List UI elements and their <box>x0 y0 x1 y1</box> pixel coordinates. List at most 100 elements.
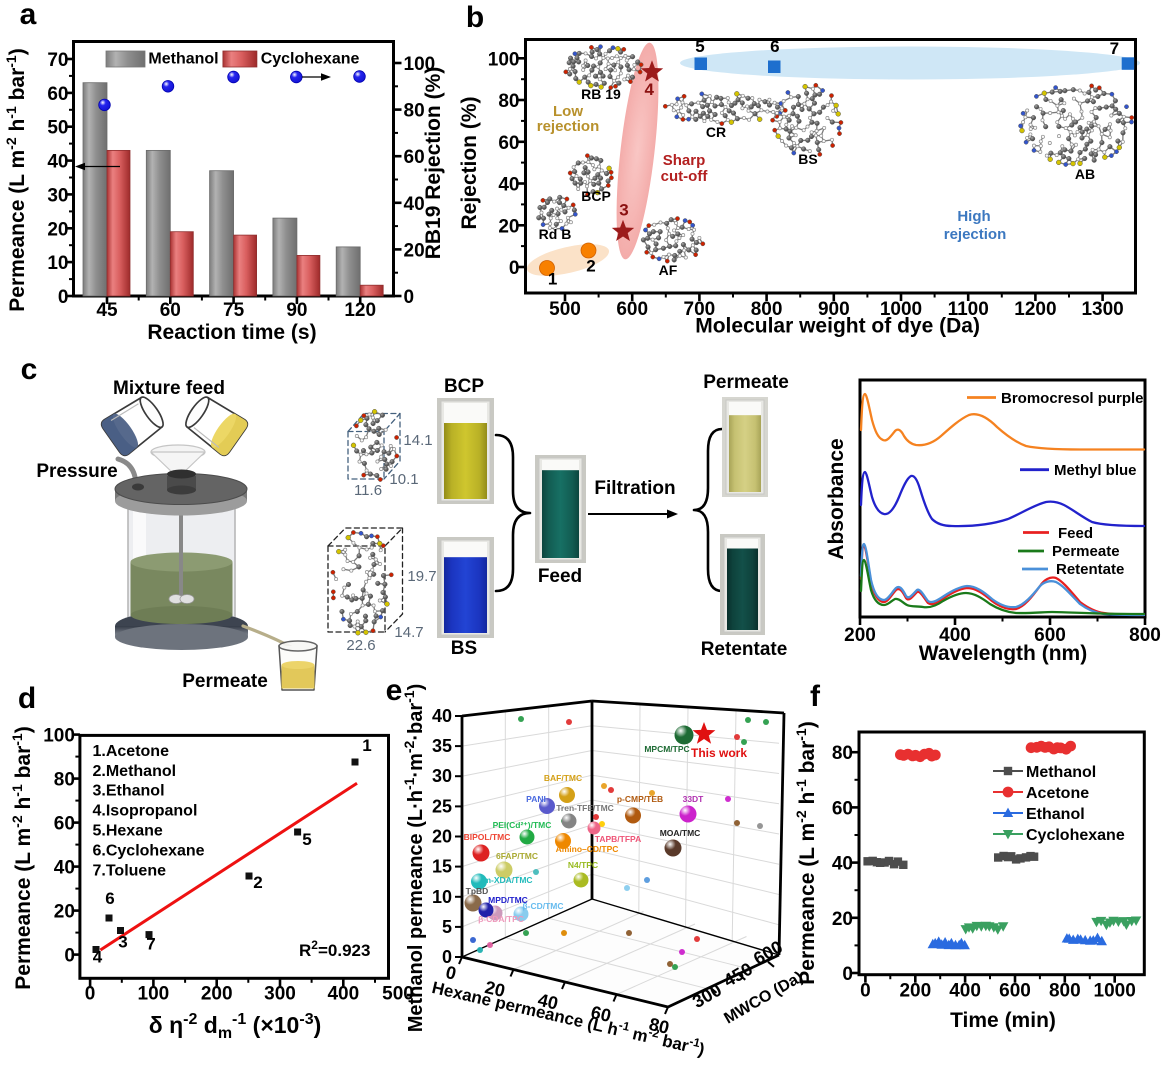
svg-text:75: 75 <box>223 300 245 321</box>
svg-text:2.Methanol: 2.Methanol <box>93 763 177 780</box>
svg-text:4.Isopropanol: 4.Isopropanol <box>93 803 198 820</box>
svg-text:700: 700 <box>684 299 716 320</box>
svg-text:Bromocresol purple: Bromocresol purple <box>1001 390 1144 407</box>
svg-text:BCP: BCP <box>581 188 611 204</box>
svg-text:20: 20 <box>54 902 75 923</box>
svg-text:60: 60 <box>160 300 181 321</box>
svg-text:Cyclohexane: Cyclohexane <box>261 51 360 68</box>
svg-text:3: 3 <box>118 933 127 952</box>
svg-text:Feed: Feed <box>1058 525 1093 542</box>
svg-text:20: 20 <box>498 216 519 237</box>
svg-text:90: 90 <box>286 300 307 321</box>
svg-text:300: 300 <box>264 983 296 1004</box>
svg-text:14.1: 14.1 <box>403 432 432 449</box>
svg-text:RB 19: RB 19 <box>581 86 621 102</box>
svg-text:Mixture feed: Mixture feed <box>113 378 225 399</box>
svg-text:4: 4 <box>644 80 654 99</box>
svg-text:60: 60 <box>832 798 853 819</box>
svg-text:BCP: BCP <box>444 376 484 397</box>
svg-text:500: 500 <box>549 299 581 320</box>
svg-text:Permeance (L m-2 h-1 bar-1): Permeance (L m-2 h-1 bar-1) <box>793 721 819 984</box>
svg-text:Time (min): Time (min) <box>950 1009 1056 1032</box>
svg-text:0: 0 <box>58 287 69 308</box>
svg-text:60: 60 <box>589 1002 613 1026</box>
svg-text:10.1: 10.1 <box>389 471 418 488</box>
svg-text:AB: AB <box>1075 166 1095 182</box>
svg-text:10: 10 <box>47 253 68 274</box>
svg-text:0: 0 <box>85 983 96 1004</box>
svg-text:PANI: PANI <box>526 794 546 804</box>
svg-text:BAF/TMC: BAF/TMC <box>544 773 582 783</box>
svg-text:N4/TPC: N4/TPC <box>568 860 598 870</box>
svg-text:1000: 1000 <box>1094 981 1136 1002</box>
svg-text:Acetone: Acetone <box>1026 785 1089 802</box>
svg-text:70: 70 <box>47 50 68 71</box>
svg-text:10: 10 <box>432 887 452 907</box>
svg-text:p-CMP/TEB: p-CMP/TEB <box>617 794 663 804</box>
svg-text:Methyl blue: Methyl blue <box>1054 462 1137 479</box>
svg-text:80: 80 <box>404 101 425 122</box>
svg-text:40: 40 <box>404 194 425 215</box>
svg-text:5: 5 <box>695 37 704 56</box>
svg-text:22.6: 22.6 <box>346 637 375 654</box>
svg-text:Wavelength (nm): Wavelength (nm) <box>919 642 1087 665</box>
svg-text:Absorbance: Absorbance <box>825 438 848 559</box>
svg-text:1: 1 <box>362 736 371 755</box>
svg-text:Tren-TFE/TMC: Tren-TFE/TMC <box>556 803 614 813</box>
svg-text:0: 0 <box>842 964 853 985</box>
svg-text:Permeate: Permeate <box>703 372 789 393</box>
svg-text:120: 120 <box>344 300 376 321</box>
svg-text:7: 7 <box>1110 39 1119 58</box>
svg-text:Reaction time (s): Reaction time (s) <box>147 321 316 344</box>
svg-text:Ethanol: Ethanol <box>1026 806 1085 823</box>
svg-text:100: 100 <box>488 49 520 70</box>
svg-text:This work: This work <box>691 746 747 760</box>
svg-text:Permeate: Permeate <box>182 671 268 692</box>
svg-text:4: 4 <box>93 948 103 967</box>
svg-text:6: 6 <box>105 889 114 908</box>
svg-text:40: 40 <box>536 990 560 1014</box>
svg-text:High: High <box>957 208 990 225</box>
svg-text:20: 20 <box>483 977 507 1001</box>
svg-text:Cyclohexane: Cyclohexane <box>1026 827 1125 844</box>
svg-text:Amino–CD/TPC: Amino–CD/TPC <box>556 844 619 854</box>
svg-text:40: 40 <box>832 854 853 875</box>
svg-text:1100: 1100 <box>948 299 989 320</box>
svg-text:25: 25 <box>432 796 452 816</box>
svg-text:β-CDA/TPC: β-CDA/TPC <box>478 914 524 924</box>
svg-text:β-CD/TMC: β-CD/TMC <box>522 901 563 911</box>
svg-text:1300: 1300 <box>1081 299 1123 320</box>
svg-text:R2=0.923: R2=0.923 <box>299 938 370 960</box>
svg-text:7: 7 <box>146 935 155 954</box>
svg-text:m-XDA/TMC: m-XDA/TMC <box>483 875 532 885</box>
svg-text:2: 2 <box>586 256 595 275</box>
svg-text:800: 800 <box>1049 981 1081 1002</box>
svg-text:3.Ethanol: 3.Ethanol <box>93 783 165 800</box>
svg-text:Permeance (L m-2 h-1 bar-1): Permeance (L m-2 h-1 bar-1) <box>9 726 35 989</box>
svg-text:20: 20 <box>832 909 853 930</box>
svg-text:900: 900 <box>818 299 850 320</box>
svg-text:60: 60 <box>498 133 519 154</box>
svg-text:Pressure: Pressure <box>36 461 117 482</box>
svg-text:1000: 1000 <box>880 299 922 320</box>
svg-text:Permeance (L m-2 h-1 bar-1): Permeance (L m-2 h-1 bar-1) <box>3 48 29 311</box>
svg-text:rejection: rejection <box>944 226 1007 243</box>
svg-text:1: 1 <box>548 269 557 288</box>
svg-text:200: 200 <box>899 981 931 1002</box>
svg-text:45: 45 <box>96 300 118 321</box>
svg-text:TAPB/TFPA: TAPB/TFPA <box>595 834 641 844</box>
svg-text:600: 600 <box>1034 625 1066 646</box>
svg-text:Sharp: Sharp <box>663 152 706 169</box>
svg-text:Retentate: Retentate <box>1056 561 1124 578</box>
svg-text:MPCM/TPC: MPCM/TPC <box>644 744 689 754</box>
svg-text:6: 6 <box>770 37 779 56</box>
svg-text:MPD/TMC: MPD/TMC <box>488 895 528 905</box>
svg-text:200: 200 <box>844 625 876 646</box>
svg-text:Methanol: Methanol <box>148 51 218 68</box>
svg-text:400: 400 <box>939 625 971 646</box>
svg-text:AF: AF <box>659 262 678 278</box>
svg-text:Low: Low <box>553 103 583 120</box>
svg-text:e: e <box>386 674 403 707</box>
svg-text:14.7: 14.7 <box>394 624 423 641</box>
svg-text:MOA/TMC: MOA/TMC <box>660 828 701 838</box>
